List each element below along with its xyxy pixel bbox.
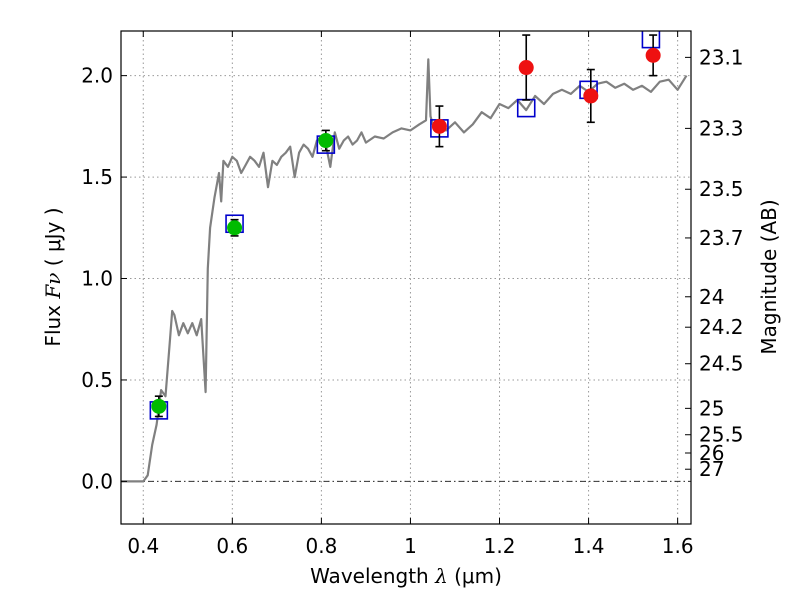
magnitude-tick-label: 25 bbox=[699, 396, 724, 420]
x-axis-label: Wavelength λ (μm) bbox=[310, 564, 502, 588]
y-tick-label: 2.0 bbox=[81, 64, 113, 88]
x-tick-label: 0.4 bbox=[127, 534, 159, 558]
magnitude-tick-label: 24 bbox=[699, 285, 724, 309]
y-tick-label: 1.5 bbox=[81, 165, 113, 189]
y-axis-label: Flux Fν ( μJy ) bbox=[41, 207, 65, 346]
nir-point bbox=[583, 88, 599, 104]
x-tick-label: 0.6 bbox=[216, 534, 248, 558]
magnitude-tick-label: 23.3 bbox=[699, 116, 744, 140]
y-tick-label: 0.5 bbox=[81, 368, 113, 392]
optical-point bbox=[318, 133, 334, 149]
nir-point bbox=[431, 118, 447, 134]
magnitude-tick-label: 23.1 bbox=[699, 45, 744, 69]
magnitude-tick-label: 26 bbox=[699, 441, 724, 465]
spectrum-line bbox=[121, 58, 688, 483]
x-tick-label: 1.4 bbox=[573, 534, 605, 558]
optical-point bbox=[151, 398, 167, 414]
magnitude-tick-label: 23.5 bbox=[699, 177, 744, 201]
axis-ticks bbox=[121, 31, 691, 524]
magnitude-axis-label: Magnitude (AB) bbox=[757, 199, 781, 354]
x-tick-labels: 0.4 0.6 0.8 1 1.2 1.4 1.6 bbox=[127, 534, 693, 558]
magnitude-tick-label: 24.2 bbox=[699, 315, 744, 339]
y-tick-labels: 0.0 0.5 1.0 1.5 2.0 bbox=[81, 64, 113, 494]
model-box-marker bbox=[641, 31, 661, 49]
x-tick-label: 1.2 bbox=[484, 534, 516, 558]
x-tick-label: 0.8 bbox=[305, 534, 337, 558]
x-tick-label: 1 bbox=[404, 534, 417, 558]
magnitude-tick-label: 23.7 bbox=[699, 226, 744, 250]
magnitude-tick-label: 25.5 bbox=[699, 423, 744, 447]
magnitude-tick-label: 24.5 bbox=[699, 352, 744, 376]
magnitude-tick-label: 27 bbox=[699, 457, 724, 481]
x-tick-label: 1.6 bbox=[662, 534, 694, 558]
nir-point bbox=[645, 47, 661, 63]
nir-point bbox=[518, 60, 534, 76]
plot-frame bbox=[120, 30, 692, 525]
optical-point bbox=[227, 220, 243, 236]
y-tick-label: 1.0 bbox=[81, 267, 113, 291]
spectrum-series bbox=[121, 58, 688, 483]
photometry-points bbox=[151, 47, 661, 414]
y-tick-label: 0.0 bbox=[81, 469, 113, 493]
